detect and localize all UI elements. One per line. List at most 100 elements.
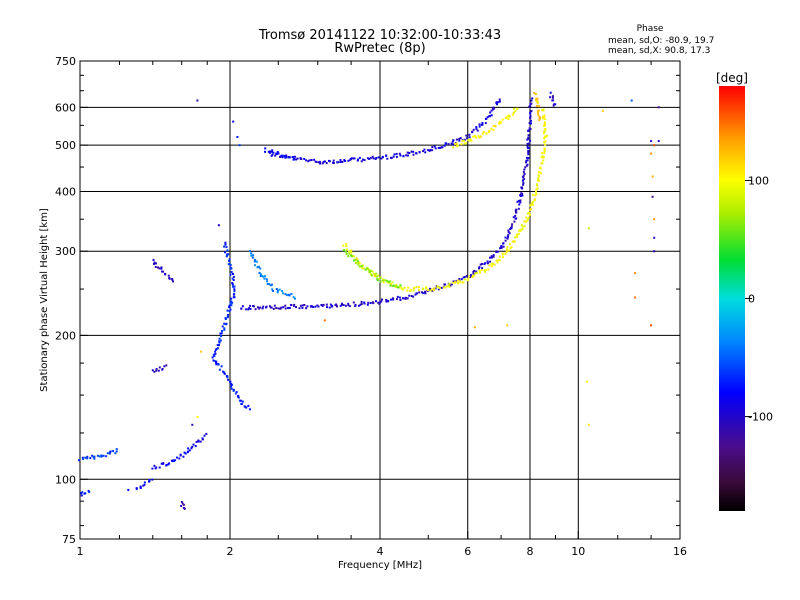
data-point — [264, 150, 266, 153]
data-point — [200, 350, 203, 353]
data-point — [257, 265, 260, 268]
data-point — [515, 217, 518, 220]
data-point — [514, 214, 517, 217]
data-point — [347, 159, 350, 162]
data-point — [525, 159, 528, 162]
data-point — [544, 143, 547, 146]
data-point — [461, 140, 464, 143]
data-point — [354, 258, 357, 261]
data-point — [551, 99, 554, 102]
data-point — [353, 157, 356, 160]
data-point — [354, 305, 357, 308]
data-point — [345, 243, 348, 246]
data-point — [529, 112, 532, 115]
data-point — [429, 148, 432, 151]
data-point — [523, 168, 526, 171]
data-point — [512, 111, 515, 114]
data-point — [535, 97, 537, 100]
data-point — [269, 150, 272, 153]
data-point — [232, 275, 235, 278]
data-point — [456, 144, 459, 147]
data-point — [157, 266, 159, 269]
data-point — [487, 262, 489, 265]
data-point — [223, 327, 226, 330]
data-point — [518, 203, 521, 206]
data-point — [336, 161, 339, 164]
data-point — [436, 286, 439, 289]
data-point — [399, 284, 402, 287]
data-point — [368, 269, 371, 272]
data-point — [379, 277, 382, 280]
data-point — [523, 225, 526, 228]
data-point — [228, 306, 231, 309]
data-point — [504, 236, 507, 239]
data-point — [479, 271, 481, 274]
data-point — [295, 306, 297, 309]
data-point — [398, 296, 401, 299]
data-point — [407, 154, 409, 157]
data-point — [526, 138, 529, 141]
data-point — [536, 104, 539, 107]
data-point — [479, 263, 482, 266]
data-point — [433, 287, 436, 290]
data-point — [231, 277, 234, 280]
data-point — [214, 350, 217, 353]
data-point — [292, 296, 295, 299]
data-point — [164, 273, 167, 276]
data-point — [313, 158, 316, 161]
data-point — [328, 159, 330, 162]
data-point — [543, 152, 546, 155]
data-point — [259, 275, 262, 277]
data-point — [422, 292, 425, 295]
data-point — [224, 243, 227, 246]
data-point — [212, 353, 215, 356]
data-point — [344, 250, 347, 253]
data-point — [650, 140, 653, 143]
data-point — [91, 454, 94, 457]
data-point — [230, 383, 233, 385]
data-point — [522, 174, 525, 177]
data-point — [396, 295, 399, 298]
data-point — [425, 286, 428, 289]
data-point — [135, 487, 138, 490]
data-point — [492, 255, 495, 258]
data-point — [524, 166, 527, 169]
data-point — [356, 260, 359, 263]
data-point — [160, 266, 163, 269]
data-point — [421, 291, 423, 294]
data-point — [143, 483, 146, 486]
data-point — [501, 256, 504, 259]
data-point — [380, 300, 383, 303]
data-point — [450, 283, 453, 286]
data-point — [390, 282, 392, 285]
data-point — [393, 284, 396, 287]
data-point — [397, 286, 400, 289]
data-point — [215, 363, 218, 366]
data-point — [277, 152, 280, 155]
data-point — [448, 282, 451, 285]
data-point — [478, 266, 481, 269]
data-point — [522, 182, 525, 185]
data-point — [321, 162, 324, 165]
data-point — [167, 274, 170, 277]
data-point — [406, 151, 409, 154]
data-point — [325, 303, 328, 306]
data-point — [530, 122, 532, 125]
data-point — [506, 248, 508, 251]
data-point — [490, 265, 493, 268]
data-point — [233, 285, 236, 288]
phase-stats-x: mean, sd,X: 90.8, 17.3 — [608, 46, 710, 56]
data-point — [347, 250, 350, 253]
data-point — [180, 505, 183, 507]
data-point — [320, 304, 323, 306]
data-point — [372, 157, 375, 160]
data-point — [385, 298, 388, 301]
data-point — [465, 275, 468, 277]
data-point — [182, 507, 185, 509]
data-point — [220, 335, 222, 338]
data-point — [516, 200, 519, 203]
data-point — [546, 134, 548, 137]
data-point — [481, 123, 484, 126]
data-point — [515, 208, 518, 211]
data-point — [290, 292, 293, 295]
